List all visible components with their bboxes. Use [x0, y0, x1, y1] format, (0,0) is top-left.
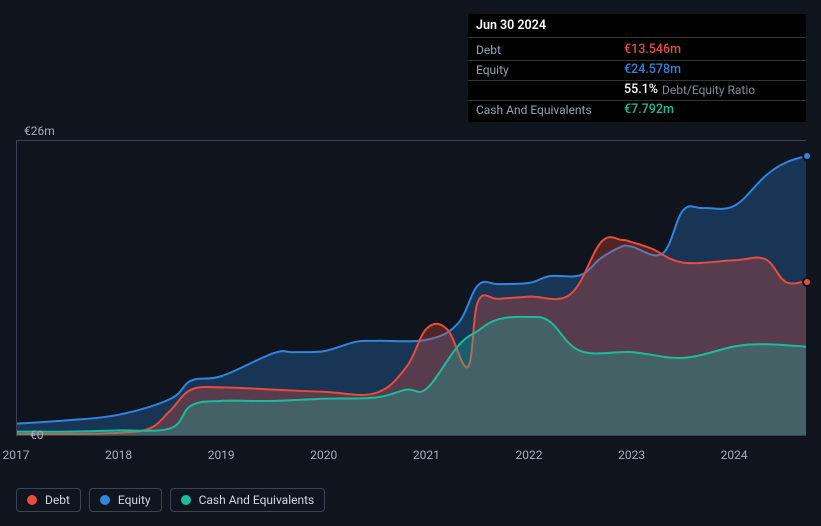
x-axis-tick: 2021: [413, 448, 440, 462]
tooltip-row-suffix: Debt/Equity Ratio: [662, 82, 755, 99]
tooltip-row: Cash And Equivalents€7.792m: [468, 101, 806, 123]
tooltip-row-label: [476, 82, 624, 99]
legend-dot-icon: [181, 495, 191, 505]
x-axis-tick: 2023: [618, 448, 645, 462]
chart: €26m €0 20172018201920202021202220232024: [16, 128, 806, 468]
plot-area[interactable]: [16, 140, 806, 436]
tooltip-row-label: Equity: [476, 62, 624, 79]
series-end-marker: [802, 277, 812, 287]
x-axis-tick: 2024: [721, 448, 748, 462]
tooltip: Jun 30 2024 Debt€13.546mEquity€24.578m55…: [468, 14, 806, 122]
series-end-marker: [802, 151, 812, 161]
y-axis-min-label: €0: [30, 428, 44, 442]
x-axis-tick: 2019: [208, 448, 235, 462]
legend: Debt Equity Cash And Equivalents: [16, 488, 325, 512]
tooltip-row-value: 55.1%: [624, 82, 658, 99]
legend-item[interactable]: Equity: [89, 488, 162, 512]
tooltip-row-value: €24.578m: [624, 62, 681, 79]
tooltip-row-value: €7.792m: [624, 102, 674, 119]
tooltip-row-label: Cash And Equivalents: [476, 102, 624, 119]
legend-dot-icon: [100, 495, 110, 505]
tooltip-row-value: €13.546m: [624, 42, 681, 59]
tooltip-row-label: Debt: [476, 42, 624, 59]
x-axis-tick: 2017: [3, 448, 30, 462]
legend-label: Debt: [45, 493, 70, 507]
legend-item[interactable]: Cash And Equivalents: [170, 488, 326, 512]
x-axis-tick: 2022: [515, 448, 542, 462]
tooltip-row: Debt€13.546m: [468, 38, 806, 61]
x-axis: 20172018201920202021202220232024: [16, 448, 806, 468]
tooltip-date: Jun 30 2024: [468, 14, 806, 38]
y-axis-max-label: €26m: [24, 124, 55, 138]
x-axis-tick: 2020: [310, 448, 337, 462]
tooltip-row: Equity€24.578m: [468, 61, 806, 81]
x-axis-tick: 2018: [105, 448, 132, 462]
tooltip-row: 55.1%Debt/Equity Ratio: [468, 81, 806, 101]
legend-dot-icon: [27, 495, 37, 505]
legend-label: Equity: [118, 493, 151, 507]
legend-label: Cash And Equivalents: [199, 493, 315, 507]
legend-item[interactable]: Debt: [16, 488, 81, 512]
